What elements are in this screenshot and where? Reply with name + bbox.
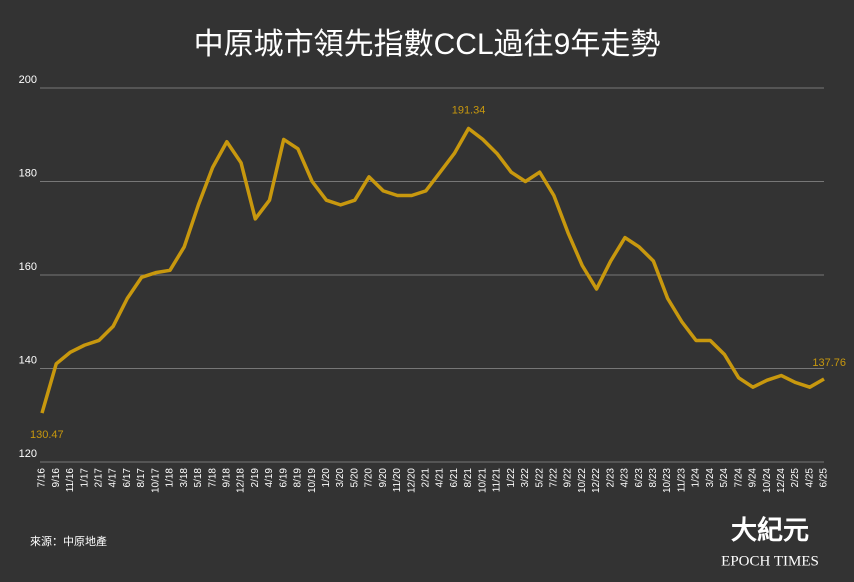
x-tick-label: 9/24 bbox=[748, 468, 759, 488]
x-tick-label: 8/21 bbox=[463, 468, 474, 488]
y-tick-label: 120 bbox=[19, 448, 37, 460]
x-tick-label: 11/16 bbox=[65, 468, 76, 493]
x-tick-label: 12/20 bbox=[406, 468, 417, 493]
x-tick-label: 5/22 bbox=[534, 468, 545, 488]
x-tick-label: 3/18 bbox=[179, 468, 190, 488]
x-tick-label: 6/25 bbox=[819, 468, 830, 488]
source: 來源：中原地產 bbox=[30, 534, 107, 548]
x-tick-label: 3/22 bbox=[520, 468, 531, 488]
x-tick-label: 3/24 bbox=[705, 468, 716, 488]
x-tick-label: 8/19 bbox=[293, 468, 304, 488]
x-tick-label: 1/24 bbox=[691, 468, 702, 488]
x-tick-label: 3/20 bbox=[335, 468, 346, 488]
logo: 大紀元 bbox=[731, 515, 809, 546]
x-tick-label: 5/20 bbox=[349, 468, 360, 488]
x-tick-label: 2/23 bbox=[605, 468, 616, 488]
data-label: 130.47 bbox=[30, 429, 64, 441]
x-tick-label: 1/20 bbox=[321, 468, 332, 488]
x-tick-label: 10/23 bbox=[662, 468, 673, 493]
chart-title: 中原城市領先指數CCL過往9年走勢 bbox=[194, 28, 661, 61]
x-tick-label: 2/25 bbox=[790, 468, 801, 488]
y-tick-label: 200 bbox=[19, 74, 37, 86]
x-tick-label: 10/19 bbox=[307, 468, 318, 493]
x-tick-label: 8/17 bbox=[136, 468, 147, 488]
x-tick-label: 6/17 bbox=[122, 468, 133, 488]
x-tick-label: 12/22 bbox=[591, 468, 602, 493]
x-tick-label: 10/21 bbox=[477, 468, 488, 493]
x-tick-label: 10/22 bbox=[577, 468, 588, 493]
x-tick-label: 9/18 bbox=[221, 468, 232, 488]
x-tick-label: 9/16 bbox=[51, 468, 62, 488]
x-tick-label: 5/18 bbox=[193, 468, 204, 488]
x-tick-label: 12/24 bbox=[776, 468, 787, 493]
x-tick-label: 11/20 bbox=[392, 468, 403, 493]
x-tick-label: 10/24 bbox=[762, 468, 773, 493]
line bbox=[40, 126, 825, 414]
y-tick-label: 140 bbox=[19, 354, 37, 366]
data-label: 137.76 bbox=[812, 357, 846, 369]
x-tick-label: 9/20 bbox=[378, 468, 389, 488]
x-tick-label: 7/22 bbox=[548, 468, 559, 488]
x-tick-label: 6/19 bbox=[278, 468, 289, 488]
x-tick-label: 7/18 bbox=[207, 468, 218, 488]
x-tick-label: 4/17 bbox=[108, 468, 119, 488]
x-tick-label: 1/22 bbox=[506, 468, 517, 488]
x-tick-label: 2/21 bbox=[421, 468, 432, 488]
x-tick-label: 12/18 bbox=[236, 468, 247, 493]
x-tick-label: 6/21 bbox=[449, 468, 460, 488]
x-tick-label: 10/17 bbox=[150, 468, 161, 493]
x-tick-label: 7/24 bbox=[733, 468, 744, 488]
x-tick-label: 7/20 bbox=[364, 468, 375, 488]
x-tick-label: 7/16 bbox=[37, 468, 48, 488]
logo-sub: EPOCH TIMES bbox=[721, 553, 819, 569]
x-tick-label: 6/23 bbox=[634, 468, 645, 488]
y-tick-label: 180 bbox=[19, 167, 37, 179]
x-tick-label: 9/22 bbox=[563, 468, 574, 488]
y-tick-label: 160 bbox=[19, 261, 37, 273]
x-tick-label: 5/24 bbox=[719, 468, 730, 488]
x-tick-label: 1/17 bbox=[79, 468, 90, 488]
x-tick-label: 11/21 bbox=[492, 468, 503, 493]
x-tick-label: 4/21 bbox=[435, 468, 446, 488]
x-tick-label: 2/17 bbox=[94, 468, 105, 488]
x-tick-label: 8/23 bbox=[648, 468, 659, 488]
x-tick-label: 2/19 bbox=[250, 468, 261, 488]
x-tick-label: 4/25 bbox=[804, 468, 815, 488]
x-tick-label: 4/19 bbox=[264, 468, 275, 488]
x-tick-label: 11/23 bbox=[676, 468, 687, 493]
data-label: 191.34 bbox=[452, 104, 486, 116]
x-tick-label: 1/18 bbox=[165, 468, 176, 488]
x-tick-label: 4/23 bbox=[620, 468, 631, 488]
